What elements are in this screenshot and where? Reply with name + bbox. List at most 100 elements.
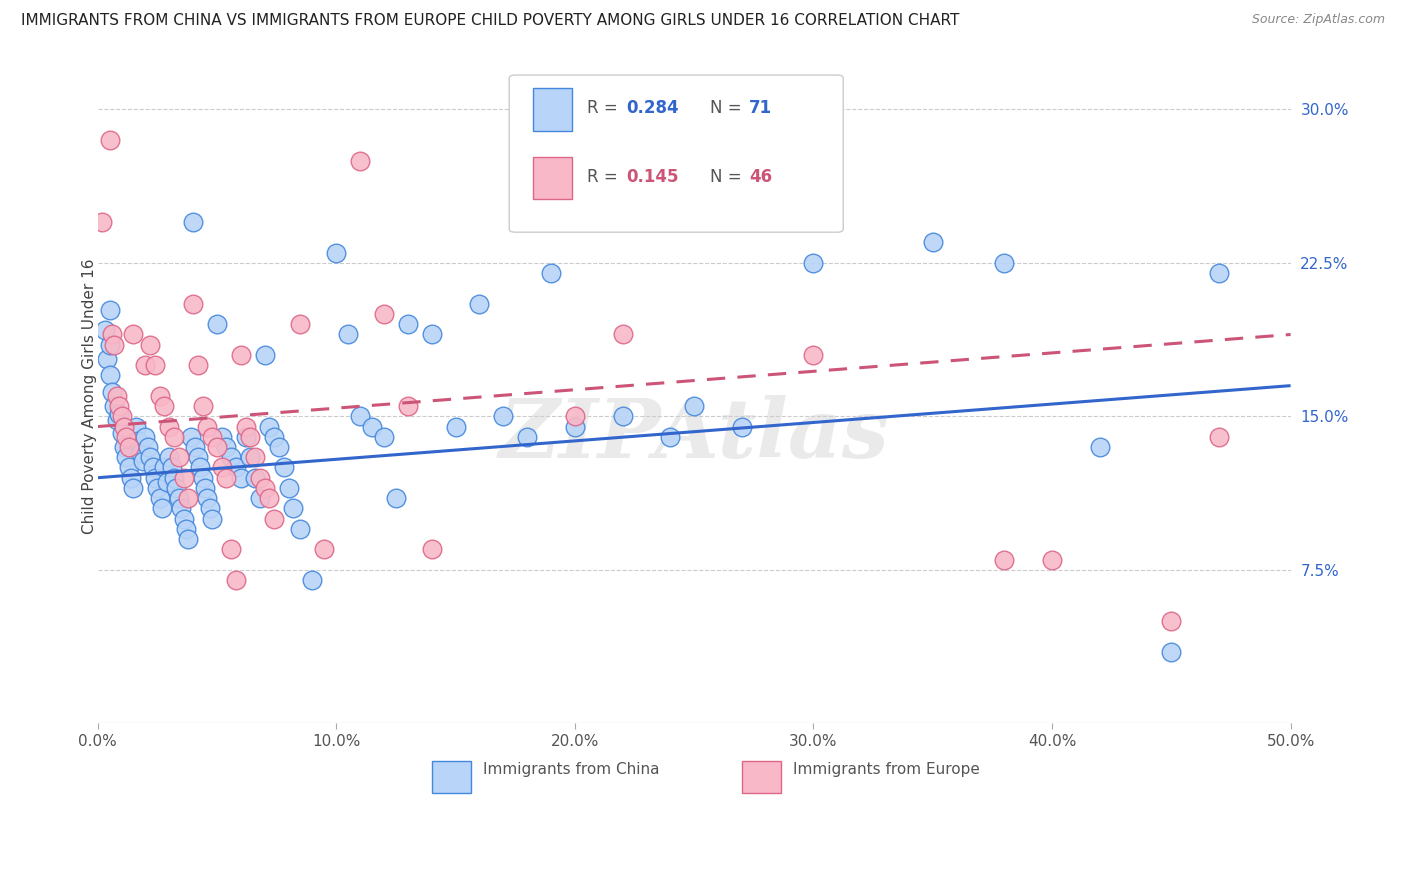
Point [112,440,135,454]
Point [219,542,242,557]
Point [108,407,131,421]
Point [993,256,1015,270]
Point [96,352,118,367]
Point [108,399,131,413]
FancyBboxPatch shape [509,75,844,232]
Point [197,419,219,434]
Point [1088,440,1111,454]
Point [349,153,371,168]
Point [191,471,214,485]
Point [564,419,586,434]
Point [174,522,197,536]
Point [188,460,211,475]
Point [98,302,121,317]
Point [612,409,634,424]
Point [143,471,166,485]
Point [1160,614,1182,628]
Point [101,327,124,342]
Point [211,430,233,444]
Point [273,460,295,475]
Text: 0.145: 0.145 [626,168,679,186]
Point [263,511,285,525]
Point [163,430,186,444]
Point [177,532,200,546]
Point [91,215,114,229]
Point [215,471,238,485]
FancyBboxPatch shape [533,88,572,131]
Point [259,491,281,505]
Point [115,450,138,465]
Point [157,419,180,434]
Point [125,419,148,434]
Point [239,430,262,444]
Point [249,471,271,485]
Point [253,481,276,495]
Point [1160,645,1182,659]
Point [184,440,207,454]
Point [198,501,221,516]
Point [181,297,204,311]
Point [139,337,162,351]
Point [191,399,214,413]
Text: N =: N = [710,168,747,186]
Point [229,348,252,362]
Text: R =: R = [586,168,623,186]
Point [110,409,132,424]
Point [420,327,443,342]
Point [187,358,209,372]
Point [181,215,204,229]
Point [201,430,224,444]
Point [385,491,408,505]
Point [167,450,190,465]
Point [205,440,228,454]
Text: 71: 71 [749,99,772,117]
Point [239,450,262,465]
Point [263,430,285,444]
Point [153,460,176,475]
Point [349,409,371,424]
Point [98,133,121,147]
Point [612,327,634,342]
Point [659,430,682,444]
Point [105,413,128,427]
Point [139,450,162,465]
Text: ZIPAtlas: ZIPAtlas [499,395,890,475]
Point [492,409,515,424]
Text: R =: R = [586,99,623,117]
Point [149,389,172,403]
Point [225,460,247,475]
Point [101,384,124,399]
Point [1040,552,1063,566]
Point [150,501,173,516]
Point [683,399,706,413]
Point [103,399,125,413]
Point [160,460,183,475]
Point [153,399,176,413]
Point [243,450,266,465]
Point [118,460,141,475]
Point [173,511,195,525]
Point [122,327,145,342]
Point [361,419,384,434]
Point [267,440,290,454]
Point [277,481,299,495]
Point [235,430,257,444]
Point [337,327,360,342]
Point [127,434,149,448]
Point [249,491,271,505]
Point [163,471,186,485]
FancyBboxPatch shape [533,157,572,200]
Point [170,501,193,516]
Point [396,318,419,332]
Point [165,481,187,495]
Point [94,323,117,337]
Point [225,573,247,587]
Point [157,450,180,465]
Point [129,446,152,460]
Point [120,471,142,485]
Point [115,430,138,444]
Point [194,481,217,495]
Point [211,460,233,475]
Point [373,307,395,321]
Point [253,348,276,362]
